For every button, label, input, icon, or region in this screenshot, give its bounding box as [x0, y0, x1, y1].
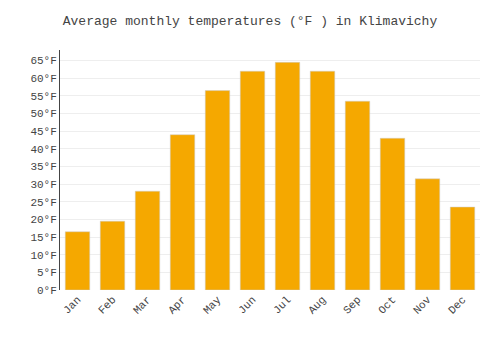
svg-text:Mar: Mar [131, 294, 153, 316]
svg-text:45°F: 45°F [30, 126, 56, 138]
svg-text:30°F: 30°F [30, 179, 56, 191]
svg-text:15°F: 15°F [30, 232, 56, 244]
svg-text:35°F: 35°F [30, 161, 56, 173]
svg-text:0°F: 0°F [37, 285, 57, 297]
svg-text:55°F: 55°F [30, 91, 56, 103]
svg-text:25°F: 25°F [30, 197, 56, 209]
svg-text:Dec: Dec [446, 294, 468, 316]
svg-text:20°F: 20°F [30, 214, 56, 226]
svg-text:May: May [201, 294, 224, 317]
svg-text:10°F: 10°F [30, 250, 56, 262]
svg-text:50°F: 50°F [30, 108, 56, 120]
svg-text:Oct: Oct [376, 294, 398, 316]
svg-text:Apr: Apr [166, 294, 188, 316]
svg-text:Jul: Jul [271, 294, 293, 316]
svg-text:5°F: 5°F [37, 267, 57, 279]
svg-text:Sep: Sep [341, 294, 363, 316]
svg-text:Average monthly temperatures (: Average monthly temperatures (°F ) in Kl… [63, 14, 438, 29]
svg-text:Feb: Feb [96, 294, 118, 316]
svg-text:Nov: Nov [411, 294, 434, 317]
svg-text:Jun: Jun [236, 294, 258, 316]
svg-text:60°F: 60°F [30, 73, 56, 85]
svg-text:65°F: 65°F [30, 55, 56, 67]
svg-text:Jan: Jan [61, 294, 83, 316]
svg-text:Aug: Aug [306, 294, 328, 316]
svg-text:40°F: 40°F [30, 144, 56, 156]
